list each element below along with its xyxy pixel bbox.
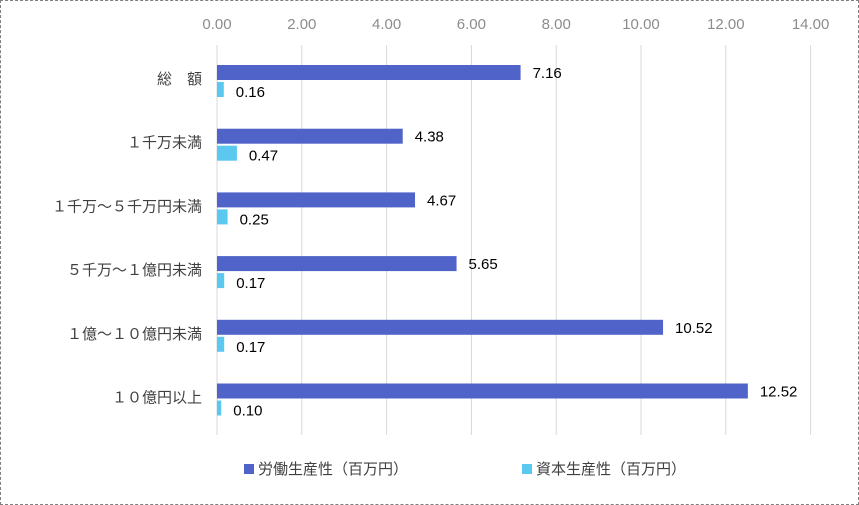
x-tick-label: 8.00 (542, 16, 571, 33)
data-label-labor: 10.52 (675, 320, 713, 337)
bar-labor-productivity (217, 256, 457, 272)
data-label-capital: 0.16 (236, 84, 265, 101)
legend-label-capital: 資本生産性（百万円） (536, 460, 686, 478)
category-label: １千万～５千万円未満 (52, 197, 202, 215)
category-label: １億～１０億円未満 (67, 325, 202, 343)
bar-capital-productivity (217, 400, 222, 416)
bar-capital-productivity (217, 145, 237, 161)
x-tick-label: 12.00 (707, 16, 745, 33)
x-tick-label: 2.00 (287, 16, 316, 33)
legend-swatch-capital (522, 464, 532, 474)
bar-labor-productivity (217, 65, 521, 80)
data-label-labor: 7.16 (533, 65, 562, 82)
category-label: 総 額 (157, 70, 202, 88)
legend-label-labor: 労働生産性（百万円） (258, 460, 408, 478)
data-label-capital: 0.25 (240, 211, 269, 228)
bar-labor-productivity (217, 192, 416, 208)
category-label: ５千万～１億円未満 (67, 261, 202, 279)
data-label-capital: 0.47 (249, 148, 278, 165)
category-label: １千万未満 (127, 134, 202, 152)
bar-capital-productivity (217, 209, 228, 225)
data-label-labor: 4.67 (427, 192, 456, 209)
data-label-capital: 0.17 (236, 275, 265, 292)
category-label: １０億円以上 (112, 389, 202, 407)
bar-labor-productivity (217, 128, 403, 144)
data-label-labor: 12.52 (760, 384, 798, 401)
bar-capital-productivity (217, 273, 225, 289)
x-tick-label: 10.00 (622, 16, 660, 33)
data-label-labor: 5.65 (469, 256, 498, 273)
data-label-capital: 0.17 (236, 339, 265, 356)
x-tick-label: 6.00 (457, 16, 486, 33)
x-tick-label: 0.00 (202, 16, 231, 33)
bar-labor-productivity (217, 319, 664, 335)
legend-swatch-labor (244, 464, 254, 474)
bar-capital-productivity (217, 336, 225, 352)
bar-labor-productivity (217, 383, 748, 399)
data-label-labor: 4.38 (415, 129, 444, 146)
x-tick-label: 14.00 (792, 16, 830, 33)
x-tick-label: 4.00 (372, 16, 401, 33)
bar-capital-productivity (217, 82, 224, 97)
data-label-capital: 0.10 (233, 403, 262, 420)
